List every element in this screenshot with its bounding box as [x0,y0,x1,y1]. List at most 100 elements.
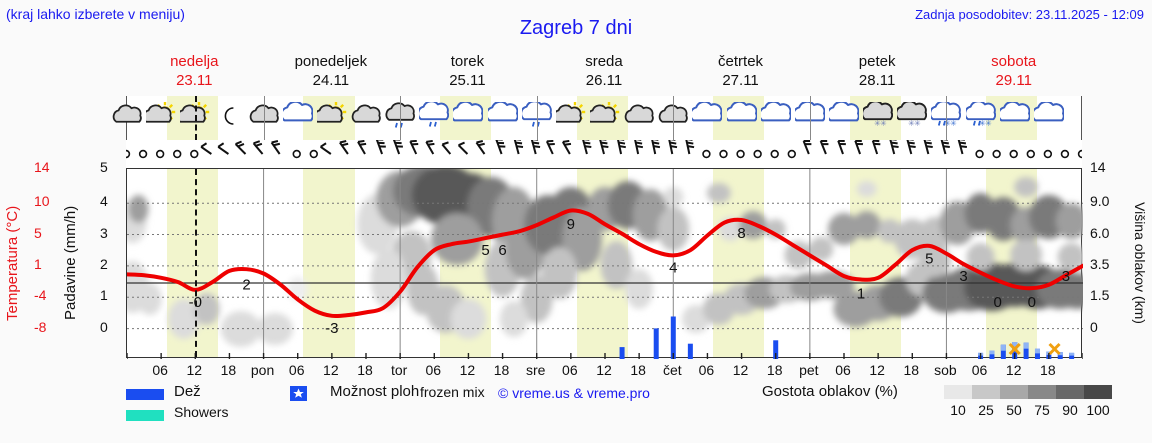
day-name: nedelja [170,53,219,70]
temperature-annotation: 9 [567,216,575,233]
day-name: torek [450,53,485,70]
x-tick-label: 06 [971,362,988,378]
precipitation-bars [619,316,1075,359]
cloud-height-tick: 14 [1090,159,1106,175]
last-update: Zadnja posodobitev: 23.11.2025 - 12:09 [915,7,1144,22]
cloud-height-axis-title: Višina oblakov (km) [1132,202,1148,324]
weather-icon-cloud [794,102,825,134]
day-separator [400,96,402,140]
temperature-annotation: 0 [993,294,1001,311]
cloud-density-tick: 100 [1086,402,1110,418]
day-separator [536,96,538,140]
weather-icon-cloud-mix: ✳ ✳ [931,102,962,134]
weather-icon-cloud-mix: ✳ ✳ [965,102,996,134]
temperature-tick: 1 [34,255,42,272]
temperature-annotation: 6 [498,242,506,259]
precipitation-tick: 3 [100,224,108,241]
cloud-height-tick: 9.0 [1090,193,1110,210]
weather-icon-cloud [487,102,518,134]
current-time-marker [195,96,198,140]
precipitation-tick: 1 [100,287,108,304]
cloud-density-field [127,169,1083,347]
temperature-annotation: 3 [1062,268,1070,285]
current-time-marker [195,169,198,357]
x-tick-label: 12 [869,362,885,378]
x-tick-label: 06 [562,362,578,378]
svg-text:✳: ✳ [874,119,881,128]
temperature-tick: 10 [34,193,50,210]
frozen-mix-label: frozen mix [420,384,485,400]
temperature-annotation: -3 [325,320,338,337]
x-tick-label: 12 [732,362,749,378]
day-header-4: sreda 26.11 [536,52,673,90]
cloud-density-tick: 25 [978,402,994,418]
showers-swatch [126,410,164,421]
day-date: 28.11 [858,72,896,89]
day-header-2: ponedeljek 24.11 [263,52,400,90]
cloud-density-gradient [944,385,1112,399]
day-date: 23.11 [176,72,213,89]
x-tick-label: 06 [835,362,851,378]
weather-icon-band: ✳ ✳ ✳ ✳ ✳ ✳ ✳ ✳ [112,96,1082,140]
page-header: (kraj lahko izberete v meniju) Zagreb 7 … [0,0,1152,39]
x-tick-label: 18 [357,362,373,378]
temperature-curve [127,208,1083,319]
precipitation-tick: 0 [100,318,108,335]
meteogram-plot: -0 2 -3 5 6 9 4 8 1 5 0 3 0 3 [126,168,1083,359]
weather-icon-cloud [760,102,791,134]
x-tick-label: 18 [493,362,510,378]
cloud-density-tick: 10 [950,402,966,418]
precipitation-tick: 2 [100,255,108,272]
svg-text:✳: ✳ [908,119,915,128]
weather-icon-cloud [453,102,484,134]
day-name: sobota [991,53,1037,70]
day-header-5: četrtek 27.11 [672,52,809,90]
cloud-density-segment [972,385,1000,399]
weather-icon-sun-cloud [316,102,347,134]
temperature-annotation: 1 [857,285,865,302]
x-tick-label: 18 [630,362,646,378]
rain-legend-label: Dež [174,383,201,400]
temperature-annotation: 4 [669,259,677,276]
weather-icon-cloud-rain [419,102,450,134]
temperature-annotation: 8 [737,225,745,242]
weather-icon-cloud [726,102,757,134]
temperature-annotation: 5 [925,251,933,268]
frozen-mix-marker [1048,342,1061,356]
weather-icon-moon-cloud [624,102,654,134]
weather-icon-sun-cloud [180,102,210,134]
credit-link[interactable]: © vreme.us & vreme.pro [498,385,650,401]
x-tick-label: 12 [186,362,203,378]
x-tick-label: 12 [459,362,476,378]
day-name: petek [858,53,896,70]
temperature-annotation: 0 [1028,294,1036,311]
x-tick-label: tor [390,362,408,378]
precipitation-axis-title: Padavine (mm/h) [62,205,79,321]
wind-barbs [126,140,1082,159]
weather-icon-cloud-snow: ✳ ✳ [863,102,894,134]
precipitation-tick: 5 [100,159,108,175]
temperature-annotation: 5 [481,242,489,259]
x-tick-label: 06 [425,362,442,378]
wind-barb-band [126,140,1082,168]
weather-icon-sun-cloud [146,102,176,134]
weather-icon-cloud [282,102,313,134]
weather-icon-moon [214,102,244,134]
x-tick-label: 18 [1040,362,1056,378]
chance-of-showers-label: Možnost ploh [330,383,420,400]
x-tick-label: 06 [152,362,168,378]
weather-icon-cloud [1033,102,1064,134]
cloud-density-tick: 50 [1006,402,1022,418]
daylight-band [303,169,355,357]
x-tick-label: 18 [766,362,783,378]
x-tick-label: sre [525,362,546,378]
x-tick-label: 12 [1005,362,1022,378]
x-tick-label: 12 [323,362,339,378]
weather-icon-moon-cloud [112,102,142,134]
weather-icon-cloud [999,102,1030,134]
cloud-height-tick: 3.5 [1090,255,1110,272]
frozen-mix-marker [1008,342,1021,356]
legend: Dež Showers Možnost ploh frozen mix © vr… [0,382,1152,442]
day-header-3: torek 25.11 [399,52,536,90]
temperature-annotation: 3 [959,268,967,285]
